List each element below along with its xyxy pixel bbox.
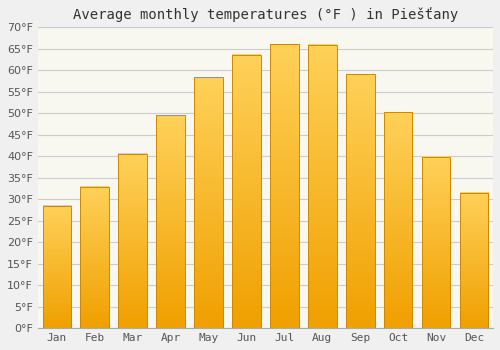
Bar: [308, 45, 336, 328]
Bar: [156, 115, 185, 328]
Bar: [270, 44, 298, 328]
Bar: [194, 77, 223, 328]
Title: Average monthly temperatures (°F ) in Piešťany: Average monthly temperatures (°F ) in Pi…: [73, 7, 458, 22]
Bar: [232, 55, 260, 328]
Bar: [422, 156, 450, 328]
Bar: [42, 206, 71, 328]
Bar: [346, 75, 374, 328]
Bar: [460, 193, 488, 328]
Bar: [384, 112, 412, 328]
Bar: [118, 154, 147, 328]
Bar: [80, 187, 109, 328]
